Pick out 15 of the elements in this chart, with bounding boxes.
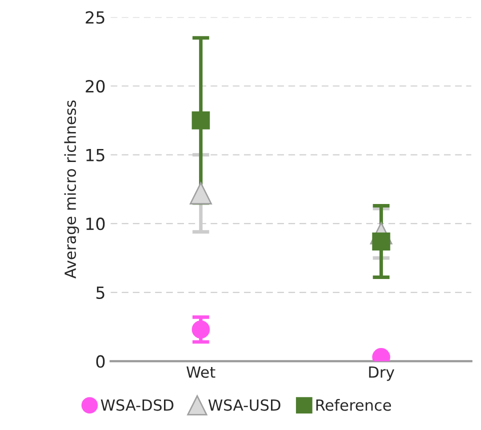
y-tick-label: 15 [86,148,104,162]
y-tick-label: 20 [86,80,105,93]
point [190,182,212,204]
legend-label: WSA-USD [208,399,280,411]
point [192,111,210,130]
y-tick-label: 10 [86,218,105,230]
y-axis-title: Average micro richness [64,100,80,279]
x-tick-label: Wet [186,366,216,378]
point [192,320,210,339]
y-tick-label: 5 [96,286,104,299]
legend-label: Reference [316,399,391,411]
x-tick-label: Dry [369,366,394,381]
y-tick-label: 25 [86,11,104,24]
y-tick-label: 0 [96,355,105,368]
legend-label: WSA-DSD [100,399,174,411]
